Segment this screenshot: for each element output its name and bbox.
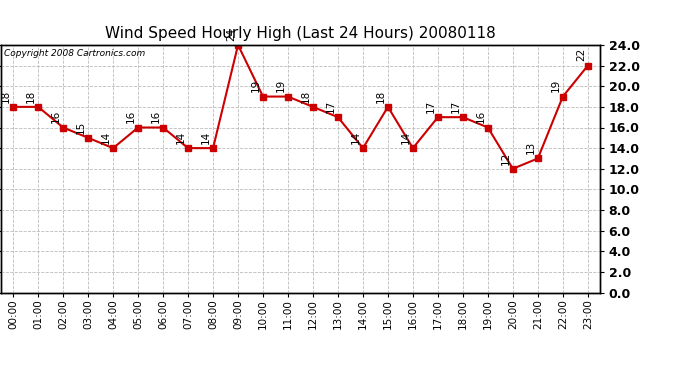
Text: 19: 19 <box>276 79 286 92</box>
Text: 17: 17 <box>426 100 436 113</box>
Text: 18: 18 <box>376 90 386 103</box>
Text: 16: 16 <box>126 110 136 123</box>
Text: 19: 19 <box>251 79 261 92</box>
Text: 17: 17 <box>451 100 461 113</box>
Text: 22: 22 <box>576 48 586 62</box>
Text: 14: 14 <box>201 131 211 144</box>
Text: 18: 18 <box>26 90 36 103</box>
Text: 18: 18 <box>1 90 11 103</box>
Text: 19: 19 <box>551 79 561 92</box>
Text: 12: 12 <box>501 152 511 165</box>
Text: 13: 13 <box>526 141 536 154</box>
Text: 18: 18 <box>301 90 311 103</box>
Text: 16: 16 <box>151 110 161 123</box>
Text: 14: 14 <box>351 131 361 144</box>
Text: 24: 24 <box>226 28 236 41</box>
Text: Copyright 2008 Cartronics.com: Copyright 2008 Cartronics.com <box>3 49 145 58</box>
Title: Wind Speed Hourly High (Last 24 Hours) 20080118: Wind Speed Hourly High (Last 24 Hours) 2… <box>105 26 496 41</box>
Text: 15: 15 <box>76 120 86 134</box>
Text: 16: 16 <box>51 110 61 123</box>
Text: 16: 16 <box>476 110 486 123</box>
Text: 14: 14 <box>101 131 111 144</box>
Text: 14: 14 <box>176 131 186 144</box>
Text: 17: 17 <box>326 100 336 113</box>
Text: 14: 14 <box>401 131 411 144</box>
